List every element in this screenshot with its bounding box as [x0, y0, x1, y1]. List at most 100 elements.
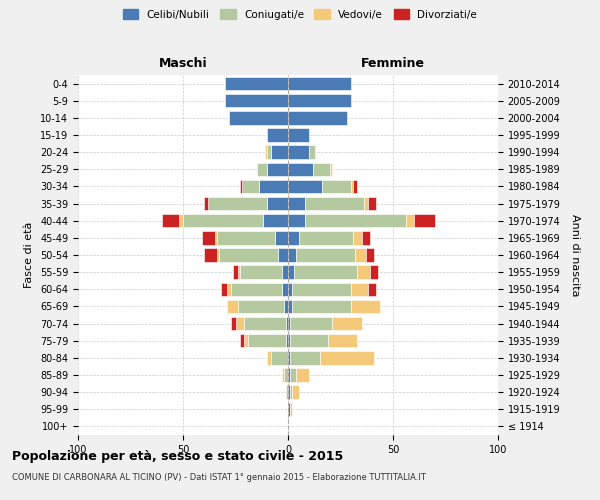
Bar: [218, 248, 277, 262]
Bar: [233, 266, 238, 279]
Bar: [332, 317, 361, 330]
Bar: [288, 197, 305, 210]
Bar: [368, 197, 376, 210]
Bar: [244, 317, 286, 330]
Bar: [217, 231, 275, 244]
Bar: [328, 334, 358, 347]
Bar: [227, 300, 238, 313]
Bar: [309, 146, 316, 159]
Bar: [364, 197, 368, 210]
Bar: [215, 231, 217, 244]
Bar: [227, 282, 232, 296]
Bar: [263, 214, 288, 228]
Bar: [267, 128, 288, 141]
Bar: [267, 146, 271, 159]
Bar: [204, 197, 208, 210]
Bar: [368, 282, 376, 296]
Bar: [286, 317, 288, 330]
Bar: [288, 300, 292, 313]
Bar: [282, 368, 284, 382]
Bar: [351, 300, 380, 313]
Bar: [202, 231, 215, 244]
Bar: [240, 180, 242, 193]
Bar: [288, 162, 313, 176]
Bar: [284, 300, 288, 313]
Bar: [288, 317, 290, 330]
Y-axis label: Anni di nascita: Anni di nascita: [570, 214, 580, 296]
Bar: [282, 266, 288, 279]
Bar: [355, 248, 366, 262]
Bar: [296, 368, 309, 382]
Bar: [288, 146, 309, 159]
Bar: [238, 266, 240, 279]
Bar: [288, 180, 322, 193]
Y-axis label: Fasce di età: Fasce di età: [25, 222, 34, 288]
Bar: [358, 266, 370, 279]
Bar: [265, 146, 267, 159]
Bar: [288, 77, 351, 90]
Bar: [313, 162, 330, 176]
Text: Maschi: Maschi: [158, 57, 208, 70]
Bar: [267, 197, 288, 210]
Bar: [290, 317, 332, 330]
Bar: [259, 180, 288, 193]
Bar: [271, 146, 288, 159]
Bar: [235, 317, 244, 330]
Bar: [244, 334, 248, 347]
Bar: [290, 334, 328, 347]
Bar: [229, 111, 288, 124]
Bar: [248, 334, 286, 347]
Bar: [282, 282, 288, 296]
Bar: [225, 77, 288, 90]
Bar: [208, 197, 267, 210]
Bar: [204, 248, 217, 262]
Bar: [288, 248, 296, 262]
Bar: [370, 266, 379, 279]
Bar: [361, 231, 370, 244]
Bar: [322, 180, 351, 193]
Bar: [406, 214, 414, 228]
Bar: [353, 231, 361, 244]
Bar: [288, 402, 290, 416]
Bar: [225, 94, 288, 108]
Bar: [299, 231, 353, 244]
Bar: [288, 386, 290, 399]
Bar: [292, 282, 351, 296]
Bar: [240, 266, 282, 279]
Bar: [292, 386, 299, 399]
Bar: [288, 266, 295, 279]
Bar: [295, 266, 358, 279]
Bar: [267, 351, 271, 364]
Bar: [288, 368, 290, 382]
Bar: [286, 334, 288, 347]
Bar: [232, 282, 282, 296]
Bar: [288, 334, 290, 347]
Legend: Celibi/Nubili, Coniugati/e, Vedovi/e, Divorziati/e: Celibi/Nubili, Coniugati/e, Vedovi/e, Di…: [119, 5, 481, 24]
Text: COMUNE DI CARBONARA AL TICINO (PV) - Dati ISTAT 1° gennaio 2015 - Elaborazione T: COMUNE DI CARBONARA AL TICINO (PV) - Dat…: [12, 472, 426, 482]
Bar: [275, 231, 288, 244]
Bar: [221, 282, 227, 296]
Bar: [320, 351, 374, 364]
Bar: [292, 300, 351, 313]
Text: Popolazione per età, sesso e stato civile - 2015: Popolazione per età, sesso e stato civil…: [12, 450, 343, 463]
Bar: [277, 248, 288, 262]
Bar: [290, 351, 320, 364]
Bar: [179, 214, 183, 228]
Bar: [351, 282, 368, 296]
Bar: [288, 214, 305, 228]
Bar: [288, 111, 347, 124]
Bar: [366, 248, 374, 262]
Bar: [240, 334, 244, 347]
Bar: [284, 368, 288, 382]
Bar: [267, 162, 288, 176]
Bar: [351, 180, 353, 193]
Bar: [288, 128, 309, 141]
Bar: [288, 231, 299, 244]
Bar: [353, 180, 358, 193]
Bar: [290, 402, 292, 416]
Bar: [414, 214, 435, 228]
Bar: [288, 94, 351, 108]
Bar: [286, 386, 288, 399]
Bar: [305, 214, 406, 228]
Bar: [257, 162, 267, 176]
